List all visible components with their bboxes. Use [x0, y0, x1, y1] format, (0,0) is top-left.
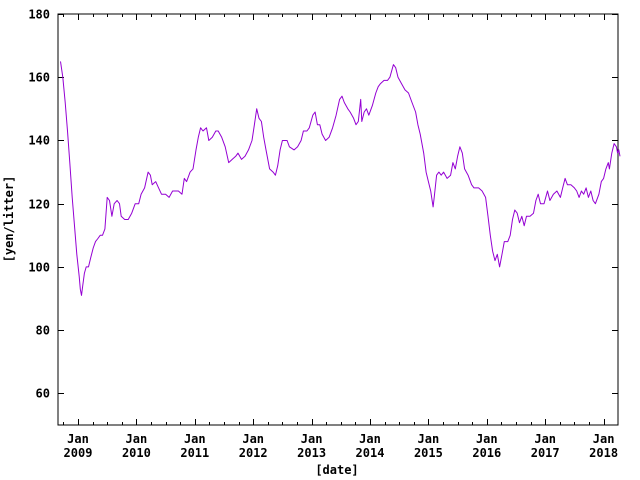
x-axis-label: [date]: [315, 463, 358, 477]
x-tick-label-month: Jan: [126, 432, 148, 446]
x-tick-label-month: Jan: [184, 432, 206, 446]
y-tick-label: 100: [28, 261, 50, 275]
x-tick-label-year: 2016: [472, 446, 501, 460]
y-tick-label: 160: [28, 71, 50, 85]
plot-frame: [57, 13, 619, 426]
x-tick-label-month: Jan: [534, 432, 556, 446]
x-tick-label-month: Jan: [301, 432, 323, 446]
x-tick-label-year: 2017: [531, 446, 560, 460]
y-axis: 60 80 100 120 140 160 180: [28, 8, 618, 401]
x-tick-label-month: Jan: [593, 432, 615, 446]
x-tick-label-year: 2010: [122, 446, 151, 460]
x-tick-label-year: 2014: [356, 446, 385, 460]
x-tick-label-month: Jan: [418, 432, 440, 446]
x-tick-label-month: Jan: [476, 432, 498, 446]
x-tick-label-year: 2012: [239, 446, 268, 460]
x-tick-label-month: Jan: [242, 432, 264, 446]
x-tick-label-year: 2011: [180, 446, 209, 460]
x-tick-label-year: 2009: [64, 446, 93, 460]
x-tick-label-year: 2013: [297, 446, 326, 460]
x-axis: Jan2009Jan2010Jan2011Jan2012Jan2013Jan20…: [63, 14, 618, 460]
y-tick-label: 60: [36, 387, 50, 401]
y-axis-label: [yen/litter]: [2, 176, 16, 263]
y-tick-label: 80: [36, 324, 50, 338]
y-tick-label: 140: [28, 134, 50, 148]
price-series-line: [60, 61, 621, 296]
y-tick-label: 120: [28, 198, 50, 212]
y-tick-label: 180: [28, 8, 50, 22]
x-tick-label-month: Jan: [359, 432, 381, 446]
plot-border: [57, 13, 619, 426]
x-tick-label-month: Jan: [67, 432, 89, 446]
x-tick-label-year: 2015: [414, 446, 443, 460]
x-tick-label-year: 2018: [589, 446, 618, 460]
